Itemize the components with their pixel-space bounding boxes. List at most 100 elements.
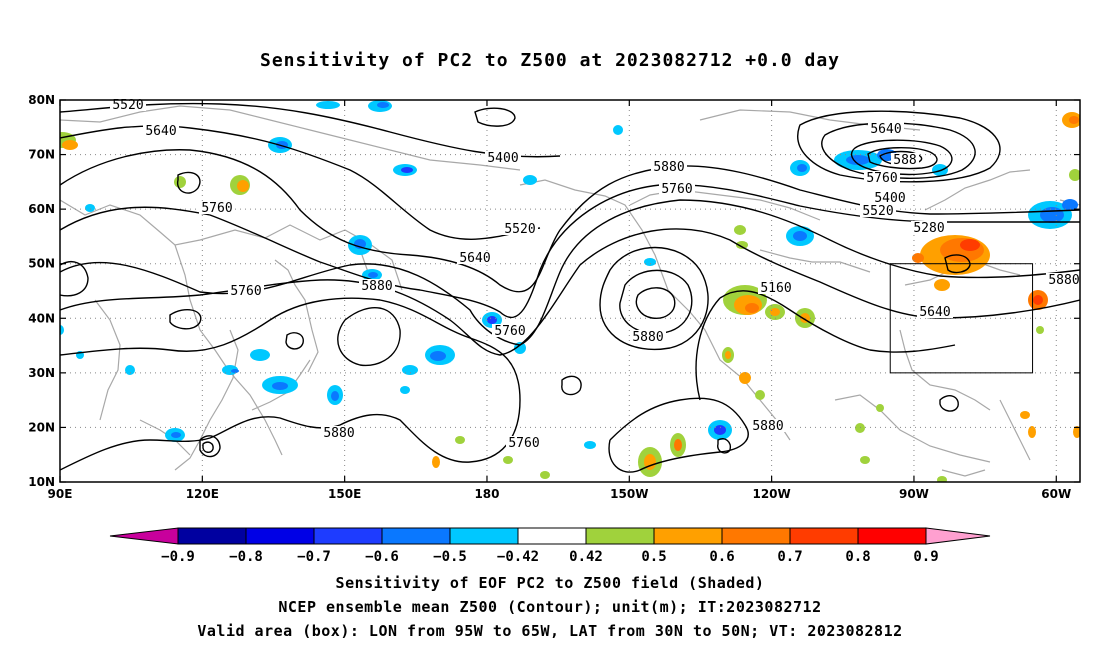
sensitivity-patch bbox=[1033, 295, 1043, 305]
sensitivity-patch bbox=[793, 231, 807, 241]
lat-lon-grid bbox=[60, 100, 1080, 482]
colorbar-high-extend bbox=[925, 527, 991, 545]
contour-label-bg bbox=[143, 124, 179, 137]
sensitivity-patch bbox=[401, 167, 413, 173]
sensitivity-patch bbox=[377, 102, 389, 108]
lon-label: 150E bbox=[328, 487, 361, 501]
colorbar-segment bbox=[177, 527, 247, 545]
contour-label: 5880 bbox=[653, 160, 684, 175]
contour-label: 5640 bbox=[870, 122, 901, 137]
contour-label-bg bbox=[630, 330, 666, 343]
sensitivity-patch bbox=[934, 279, 950, 291]
sensitivity-patch bbox=[876, 404, 884, 412]
contour-label: 5400 bbox=[487, 151, 518, 166]
lon-label: 60W bbox=[1041, 487, 1071, 501]
colorbar: −0.9 −0.8 −0.7 −0.6 −0.5 −0.42 0.42 0.5 0.6 0.7 0.… bbox=[109, 527, 991, 565]
caption-valid-area: Valid area (box): LON from 95W to 65W, L… bbox=[197, 622, 903, 640]
contour-label: 5760 bbox=[508, 436, 539, 451]
contour-label-bg bbox=[321, 426, 357, 439]
sensitivity-patch bbox=[1020, 411, 1030, 419]
contour-label: 5760 bbox=[661, 182, 692, 197]
lon-label: 120E bbox=[186, 487, 219, 501]
sensitivity-patch bbox=[860, 456, 870, 464]
contour-label: 5760 bbox=[866, 171, 897, 186]
sensitivity-patch bbox=[912, 253, 924, 263]
sensitivity-patch bbox=[171, 432, 181, 438]
colorbar-segment bbox=[517, 527, 587, 545]
lat-label: 20N bbox=[28, 420, 55, 434]
lat-label: 70N bbox=[28, 148, 55, 162]
sensitivity-patch bbox=[797, 164, 807, 172]
lon-label: 150W bbox=[610, 487, 648, 501]
map-axes: 90E 120E 150E 180 150W 120W 90W 60W 80N 70N 60N 50N… bbox=[28, 93, 1080, 501]
contour-label-bg bbox=[506, 436, 542, 449]
colorbar-segment bbox=[721, 527, 791, 545]
sensitivity-patch bbox=[237, 180, 249, 192]
sensitivity-patch bbox=[503, 456, 513, 464]
colorbar-segment bbox=[789, 527, 859, 545]
sensitivity-patch bbox=[1069, 116, 1079, 124]
sensitivity-patch bbox=[770, 308, 780, 316]
contour-label-bg bbox=[228, 284, 264, 297]
contour-label: 5520 bbox=[112, 98, 143, 113]
sensitivity-patch bbox=[368, 272, 378, 278]
sensitivity-patch bbox=[1062, 199, 1078, 211]
sensitivity-patch bbox=[1028, 426, 1036, 438]
colorbar-segment bbox=[449, 527, 519, 545]
lat-label: 30N bbox=[28, 366, 55, 380]
valid-area-box bbox=[889, 263, 1034, 374]
lat-label: 60N bbox=[28, 202, 55, 216]
lat-label: 80N bbox=[28, 93, 55, 107]
sensitivity-patch bbox=[231, 369, 239, 373]
contour-label-bg bbox=[864, 171, 900, 184]
contour-label-bg bbox=[359, 279, 395, 292]
contour-label: 5760 bbox=[201, 201, 232, 216]
sensitivity-patch bbox=[540, 471, 550, 479]
coastlines bbox=[60, 105, 1080, 477]
colorbar-label: −0.42 bbox=[497, 549, 539, 565]
contour-label-bg bbox=[891, 153, 919, 166]
sensitivity-patch bbox=[613, 125, 623, 135]
sensitivity-patch bbox=[455, 436, 465, 444]
sensitivity-patch bbox=[62, 140, 78, 150]
sensitivity-patch bbox=[755, 390, 765, 400]
colorbar-segment bbox=[245, 527, 315, 545]
sensitivity-patch bbox=[402, 365, 418, 375]
contour-label-bg bbox=[917, 305, 953, 318]
contour-label: 588 bbox=[893, 153, 916, 168]
sensitivity-patch bbox=[745, 303, 759, 313]
sensitivity-patch bbox=[125, 365, 135, 375]
sensitivity-patch bbox=[60, 325, 64, 335]
contour-label-bg bbox=[1046, 273, 1082, 286]
contour-label-bg bbox=[110, 98, 146, 111]
contour-label-bg bbox=[868, 122, 904, 135]
contour-label-bg bbox=[502, 222, 538, 235]
lon-label: 120W bbox=[752, 487, 790, 501]
z500-contours bbox=[60, 102, 1080, 473]
lon-label: 90W bbox=[899, 487, 929, 501]
colorbar-segment bbox=[313, 527, 383, 545]
contour-label: 5880 bbox=[323, 426, 354, 441]
colorbar-label: 0.42 bbox=[569, 549, 603, 565]
sensitivity-patch bbox=[674, 439, 682, 451]
lat-label: 50N bbox=[28, 257, 55, 271]
sensitivity-patch bbox=[1073, 426, 1080, 438]
contour-label: 5160 bbox=[760, 281, 791, 296]
contour-label: 5640 bbox=[145, 124, 176, 139]
colorbar-label: −0.9 bbox=[161, 549, 195, 565]
sensitivity-patch bbox=[736, 241, 748, 249]
sensitivity-patch bbox=[316, 101, 340, 109]
contour-label: 5760 bbox=[494, 324, 525, 339]
sensitivity-patch bbox=[725, 351, 731, 359]
contour-label-bg bbox=[860, 204, 896, 217]
sensitivity-patch bbox=[1036, 326, 1044, 334]
sensitivity-patch bbox=[644, 258, 656, 266]
sensitivity-patch bbox=[734, 225, 746, 235]
colorbar-label: 0.6 bbox=[709, 549, 734, 565]
sensitivity-patch bbox=[400, 386, 410, 394]
colorbar-low-extend bbox=[109, 527, 179, 545]
colorbar-segment bbox=[857, 527, 927, 545]
sensitivity-patch bbox=[584, 441, 596, 449]
